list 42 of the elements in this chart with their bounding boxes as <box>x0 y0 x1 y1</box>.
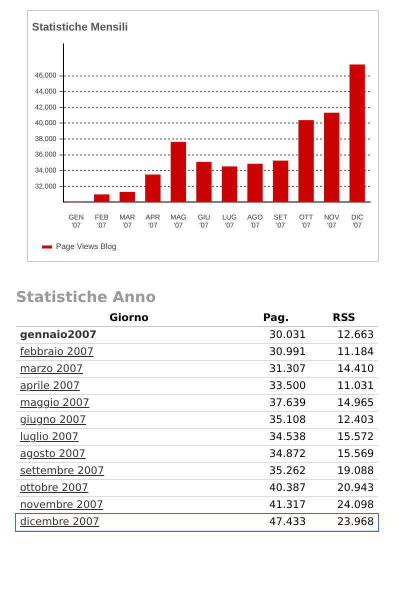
legend-label: Page Views Blog <box>56 242 116 252</box>
data-label: 30.031 <box>242 326 310 344</box>
category-label: aprile 2007 <box>16 378 242 394</box>
data-label: 34.538 <box>242 428 310 446</box>
data-label: 14.410 <box>310 360 378 378</box>
text: Statistiche Anno <box>16 288 157 306</box>
data-label: 30.991 <box>242 344 310 360</box>
category-label: dicembre 2007 <box>16 514 242 530</box>
data-label: 47.433 <box>242 514 310 530</box>
text: Pag. <box>242 310 310 326</box>
data-label: 11.031 <box>310 378 378 394</box>
category-label: marzo 2007 <box>16 360 242 378</box>
data-label: 24.098 <box>310 496 378 514</box>
category-label: giugno 2007 <box>16 412 242 428</box>
category-label: luglio 2007 <box>16 428 242 446</box>
data-label: 40.387 <box>242 480 310 496</box>
data-label: 23.968 <box>310 514 378 530</box>
category-label: febbraio 2007 <box>16 344 242 360</box>
text: RSS <box>310 310 378 326</box>
category-label: novembre 2007 <box>16 496 242 514</box>
data-label: 11.184 <box>310 344 378 360</box>
data-label: 41.317 <box>242 496 310 514</box>
data-label: 14.965 <box>310 394 378 412</box>
data-label: 12.663 <box>310 326 378 344</box>
category-label: agosto 2007 <box>16 446 242 462</box>
category-label: maggio 2007 <box>16 394 242 412</box>
data-label: 37.639 <box>242 394 310 412</box>
data-label: 35.108 <box>242 412 310 428</box>
text: Giorno <box>16 310 242 326</box>
data-label: 33.500 <box>242 378 310 394</box>
category-label: gennaio2007 <box>16 326 242 344</box>
data-label: 19.088 <box>310 462 378 480</box>
data-label: 31.307 <box>242 360 310 378</box>
data-label: 34.872 <box>242 446 310 462</box>
category-label: ottobre 2007 <box>16 480 242 496</box>
data-label: 15.569 <box>310 446 378 462</box>
chart-title: Statistiche Mensili <box>32 22 128 34</box>
data-label: 15.572 <box>310 428 378 446</box>
data-label: 35.262 <box>242 462 310 480</box>
data-label: 20.943 <box>310 480 378 496</box>
category-label: settembre 2007 <box>16 462 242 480</box>
data-label: 12.403 <box>310 412 378 428</box>
